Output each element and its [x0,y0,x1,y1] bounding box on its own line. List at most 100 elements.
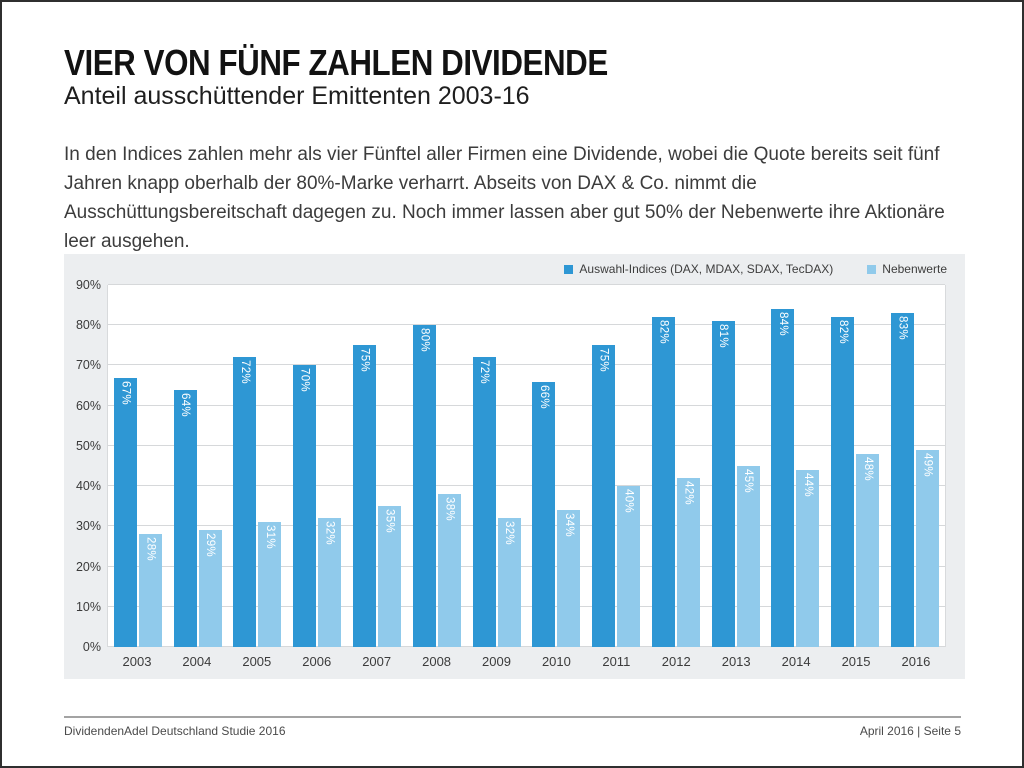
bar-value-label-nebenwerte-2013: 45% [742,469,755,493]
body-text: In den Indices zahlen mehr als vier Fünf… [64,144,945,252]
legend-item-nebenwerte: Nebenwerte [867,262,947,276]
bar-value-label-nebenwerte-2005: 31% [263,525,276,550]
bar-value-label-nebenwerte-2004: 29% [204,533,217,558]
y-tick-90: 90% [75,278,101,292]
bar-group-2005: 72% 31% [228,285,288,647]
x-tick-2006: 2006 [302,654,332,669]
bar-value-label-auswahl-indices-2008: 80% [418,328,431,353]
legend-label-auswahl-indices: Auswahl-Indices (DAX, MDAX, SDAX, TecDAX… [579,262,834,276]
bar-value-label-nebenwerte-2003: 28% [144,537,157,562]
bar-nebenwerte-2006: 32% [318,518,342,647]
bar-group-2015: 82% 48% [825,285,885,647]
bar-group-2009: 72% 32% [467,285,527,647]
bar-value-label-nebenwerte-2016: 49% [921,452,934,477]
chart-legend: Auswahl-Indices (DAX, MDAX, SDAX, TecDAX… [564,262,947,276]
bar-value-label-auswahl-indices-2016: 83% [896,316,909,341]
bar-group-2006: 70% 32% [287,285,347,647]
bar-group-2007: 75% 35% [347,285,407,647]
bar-value-label-nebenwerte-2006: 32% [323,521,336,546]
bar-group-2008: 80% 38% [407,285,467,647]
gridline-10 [108,605,945,607]
bar-group-2010: 66% 34% [526,285,586,647]
x-axis-labels: 2003 2004 2005 2006 2007 2008 2009 2010 2011 2012… [107,654,946,669]
y-axis-labels: 0% 10% 20% 30% 40% 50% 60% 70% 80% 90% [64,278,101,654]
gridline-70 [108,364,945,366]
legend-swatch-auswahl-indices [564,264,574,274]
bar-auswahl-indices-2014: 84% [771,309,795,647]
bar-auswahl-indices-2010: 66% [532,381,556,647]
bar-auswahl-indices-2003: 67% [113,377,137,647]
x-tick-2015: 2015 [841,654,871,669]
bar-nebenwerte-2013: 45% [736,466,760,647]
bar-value-label-auswahl-indices-2007: 75% [358,348,371,373]
bar-nebenwerte-2010: 34% [557,510,581,647]
x-tick-2011: 2011 [602,654,631,669]
bar-value-label-nebenwerte-2009: 32% [503,521,516,546]
bar-nebenwerte-2011: 40% [617,486,641,647]
x-tick-2008: 2008 [422,654,452,669]
gridline-80 [108,324,945,326]
bar-value-label-nebenwerte-2015: 48% [861,456,874,481]
bar-nebenwerte-2005: 31% [258,522,282,647]
gridline-60 [108,404,945,406]
bar-value-label-auswahl-indices-2009: 72% [478,360,491,385]
bar-nebenwerte-2016: 49% [916,449,940,647]
bar-auswahl-indices-2006: 70% [293,365,317,647]
x-tick-2007: 2007 [362,654,392,669]
bar-value-label-auswahl-indices-2010: 66% [537,384,550,409]
gridline-90 [108,284,945,285]
bar-auswahl-indices-2011: 75% [592,345,616,647]
bar-auswahl-indices-2007: 75% [353,345,377,647]
bar-value-label-nebenwerte-2014: 44% [801,473,814,497]
bar-auswahl-indices-2009: 72% [472,357,496,647]
bar-value-label-auswahl-indices-2004: 64% [179,392,192,417]
bar-auswahl-indices-2016: 83% [891,313,915,647]
gridline-30 [108,525,945,527]
footer-page-number: April 2016 | Seite 5 [859,724,961,738]
gridline-0 [108,646,945,647]
legend-item-auswahl-indices: Auswahl-Indices (DAX, MDAX, SDAX, TecDAX… [564,262,833,276]
x-tick-2010: 2010 [541,654,571,669]
bar-value-label-nebenwerte-2011: 40% [622,489,635,514]
gridline-20 [108,565,945,567]
y-tick-40: 40% [75,479,101,494]
bar-group-2011: 75% 40% [586,285,646,647]
bar-value-label-auswahl-indices-2015: 82% [836,320,849,345]
bar-value-label-nebenwerte-2010: 34% [562,513,575,538]
footer-source: DividendenAdel Deutschland Studie 2016 [64,724,286,738]
y-tick-70: 70% [75,358,101,373]
bar-group-2004: 64% 29% [168,285,228,647]
bar-group-2012: 82% 42% [646,285,706,647]
y-tick-80: 80% [75,318,101,333]
plot-area: 67% 28% 64% 29% 72% 31% 70% 32% 75% 35% 80% 38% 72% 3… [107,284,946,647]
bar-nebenwerte-2007: 35% [378,506,402,647]
x-tick-2012: 2012 [661,654,691,669]
gridline-40 [108,485,945,487]
bar-value-label-nebenwerte-2007: 35% [383,509,396,534]
bar-auswahl-indices-2012: 82% [651,317,675,647]
bar-auswahl-indices-2013: 81% [711,321,735,647]
page-title: VIER VON FÜNF ZAHLEN DIVIDENDE [64,42,608,83]
bar-group-2014: 84% 44% [766,285,826,647]
bar-value-label-auswahl-indices-2014: 84% [776,312,789,337]
bar-auswahl-indices-2015: 82% [831,317,855,647]
x-tick-2005: 2005 [242,654,272,669]
x-tick-2009: 2009 [482,654,511,669]
x-tick-2014: 2014 [781,654,811,669]
bar-value-label-auswahl-indices-2003: 67% [119,380,132,405]
bar-value-label-auswahl-indices-2011: 75% [597,348,610,373]
bar-nebenwerte-2014: 44% [796,470,820,647]
y-tick-20: 20% [75,559,101,574]
page-subtitle: Anteil ausschüttender Emittenten 2003-16 [64,82,530,110]
bar-nebenwerte-2008: 38% [437,494,461,647]
y-tick-0: 0% [82,640,101,654]
bar-value-label-auswahl-indices-2013: 81% [717,324,730,349]
bar-auswahl-indices-2004: 64% [173,389,197,647]
bar-value-label-auswahl-indices-2005: 72% [238,360,251,385]
x-tick-2004: 2004 [182,654,212,669]
bar-value-label-nebenwerte-2012: 42% [682,481,695,505]
legend-label-nebenwerte: Nebenwerte [882,262,947,276]
y-tick-50: 50% [75,438,101,453]
bar-groups: 67% 28% 64% 29% 72% 31% 70% 32% 75% 35% 80% 38% 72% 3… [108,285,945,647]
